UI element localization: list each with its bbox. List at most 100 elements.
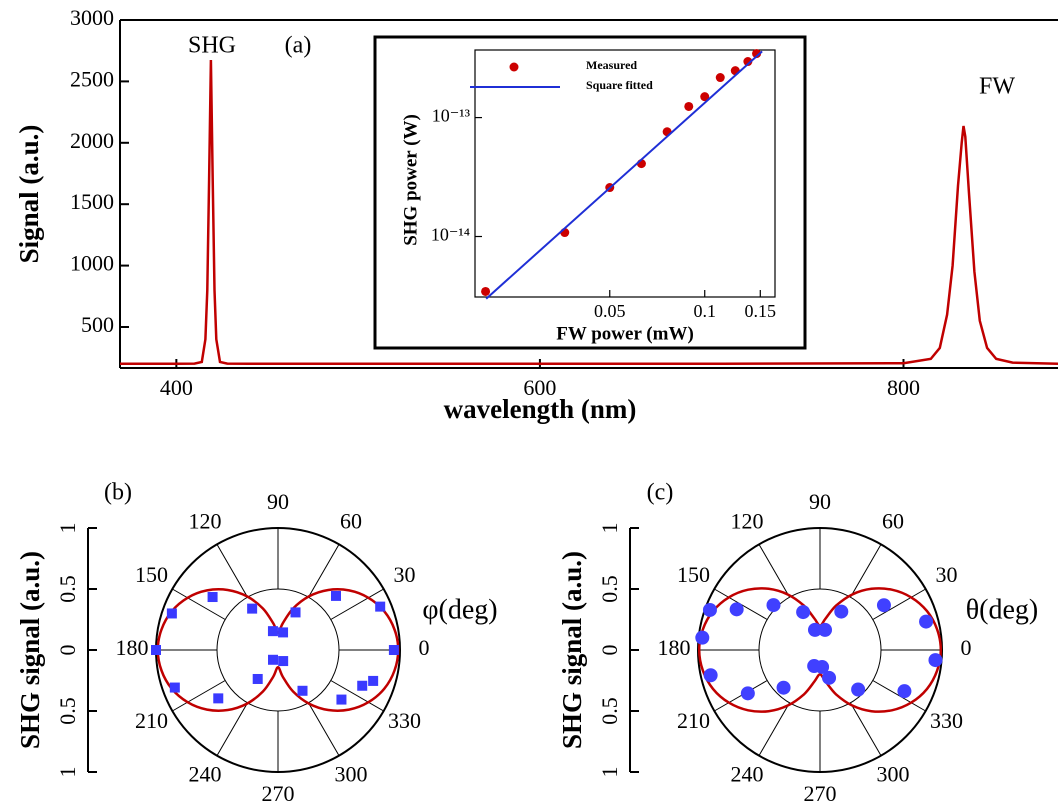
fit-curve — [697, 587, 943, 713]
angle-label: 60 — [882, 509, 904, 534]
angle-label: 240 — [189, 761, 222, 786]
grid-spoke — [758, 702, 790, 756]
angle-label: 270 — [804, 781, 837, 806]
x-tick-label: 800 — [887, 375, 920, 400]
data-point — [715, 73, 725, 83]
grid-spoke — [758, 544, 790, 598]
data-point — [357, 680, 368, 691]
fit-line — [485, 50, 763, 300]
grid-spoke — [850, 544, 882, 598]
data-point — [166, 608, 177, 619]
data-point — [807, 622, 822, 637]
r-tick-label: 1 — [55, 767, 80, 778]
grid-spoke — [308, 544, 340, 598]
data-point — [851, 682, 866, 697]
x-tick-label: 600 — [523, 375, 556, 400]
angle-label: 90 — [267, 489, 289, 514]
inset-frame — [373, 35, 807, 350]
data-point — [368, 675, 379, 686]
r-tick-label: 1 — [597, 523, 622, 534]
y-axis-label: Signal (a.u.) — [14, 125, 44, 264]
annotation: SHG — [188, 33, 236, 59]
data-point — [743, 57, 753, 67]
panel-label: (c) — [647, 480, 674, 506]
data-point — [766, 598, 781, 613]
r-tick-label: 0.5 — [597, 697, 622, 725]
data-point — [729, 602, 744, 617]
angle-label: 240 — [731, 761, 764, 786]
data-point — [207, 592, 218, 603]
grid-spoke — [330, 680, 384, 712]
angle-label: 210 — [135, 708, 168, 733]
r-tick-label: 0.5 — [55, 697, 80, 725]
y-tick-label: 500 — [81, 312, 114, 337]
r-axis-label: SHG signal (a.u.) — [557, 551, 587, 749]
data-point — [268, 654, 279, 665]
y-tick-label: 1000 — [70, 251, 114, 276]
grid-spoke — [850, 702, 882, 756]
data-point — [818, 622, 833, 637]
angle-label: 330 — [930, 708, 963, 733]
data-point — [297, 685, 308, 696]
data-point — [919, 614, 934, 629]
data-point — [700, 92, 710, 102]
data-point — [267, 626, 278, 637]
grid-spoke — [172, 680, 226, 712]
angle-label: 60 — [340, 509, 362, 534]
angle-label: 0 — [419, 635, 430, 660]
r-tick-label: 1 — [55, 523, 80, 534]
grid-spoke — [714, 680, 768, 712]
angle-label: 330 — [388, 708, 421, 733]
angle-label: 180 — [658, 635, 691, 660]
y-tick-label: 10⁻¹⁴ — [431, 225, 470, 245]
y-tick-label: 3000 — [70, 5, 114, 30]
data-point — [336, 694, 347, 705]
y-axis-label: SHG power (W) — [400, 114, 421, 246]
grid-spoke — [872, 588, 926, 620]
data-point — [278, 627, 289, 638]
legend-label: Square fitted — [586, 78, 653, 92]
x-tick-label: 0.15 — [745, 301, 777, 321]
data-point — [695, 630, 710, 645]
x-tick-label: 0.1 — [693, 301, 716, 321]
r-tick-label: 0.5 — [55, 575, 80, 603]
grid-spoke — [330, 588, 384, 620]
y-tick-label: 1500 — [70, 189, 114, 214]
y-tick-label: 10⁻¹³ — [432, 106, 471, 126]
annotation: FW — [979, 74, 1015, 100]
data-point — [740, 686, 755, 701]
data-point — [815, 659, 830, 674]
y-tick-label: 2500 — [70, 66, 114, 91]
r-tick-label: 0 — [55, 645, 80, 656]
data-point — [703, 668, 718, 683]
y-tick-label: 2000 — [70, 128, 114, 153]
annotation: (a) — [285, 33, 312, 59]
data-point — [481, 286, 491, 296]
grid-spoke — [308, 702, 340, 756]
r-tick-label: 1 — [597, 767, 622, 778]
data-point — [375, 601, 386, 612]
legend-marker — [509, 62, 519, 72]
data-point — [876, 598, 891, 613]
legend-label: Measured — [586, 58, 637, 72]
angle-label: 30 — [935, 562, 957, 587]
data-point — [834, 604, 849, 619]
data-point — [702, 602, 717, 617]
theta-label: θ(deg) — [966, 594, 1039, 625]
angle-label: 30 — [393, 562, 415, 587]
r-axis-label: SHG signal (a.u.) — [15, 551, 45, 749]
angle-label: 180 — [116, 635, 149, 660]
angle-label: 300 — [877, 761, 910, 786]
data-point — [796, 605, 811, 620]
angle-label: 150 — [677, 562, 710, 587]
data-point — [388, 645, 399, 655]
x-axis-label: wavelength (nm) — [444, 394, 637, 424]
angle-label: 120 — [731, 509, 764, 534]
data-point — [776, 680, 791, 695]
angle-label: 120 — [189, 509, 222, 534]
data-point — [684, 101, 694, 111]
data-point — [247, 603, 258, 614]
data-point — [151, 645, 161, 655]
angle-label: 300 — [335, 761, 368, 786]
